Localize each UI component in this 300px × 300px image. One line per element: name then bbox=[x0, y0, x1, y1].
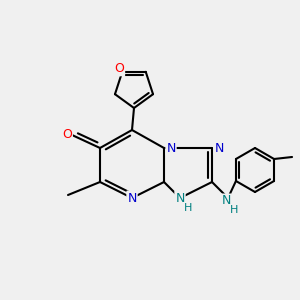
Text: N: N bbox=[214, 142, 224, 154]
Text: N: N bbox=[221, 194, 231, 208]
Text: H: H bbox=[184, 203, 192, 213]
Text: N: N bbox=[166, 142, 176, 154]
Text: O: O bbox=[114, 62, 124, 75]
Text: O: O bbox=[62, 128, 72, 142]
Text: H: H bbox=[230, 205, 238, 215]
Text: N: N bbox=[127, 191, 137, 205]
Text: N: N bbox=[175, 191, 185, 205]
